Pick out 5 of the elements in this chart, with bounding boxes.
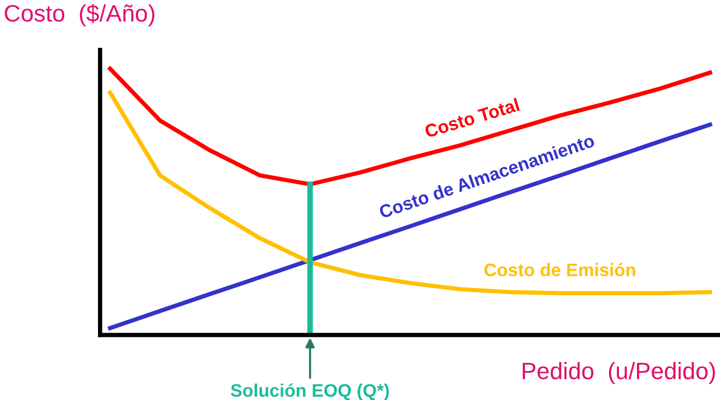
- y-axis-title: Costo ($/Año): [4, 4, 154, 26]
- text: Solución EOQ (Q*): [230, 383, 389, 400]
- x-axis-title: Pedido (u/Pedido): [522, 362, 715, 384]
- text: Costo Total: [424, 98, 520, 138]
- series-label: Costo de Emisión: [484, 262, 636, 276]
